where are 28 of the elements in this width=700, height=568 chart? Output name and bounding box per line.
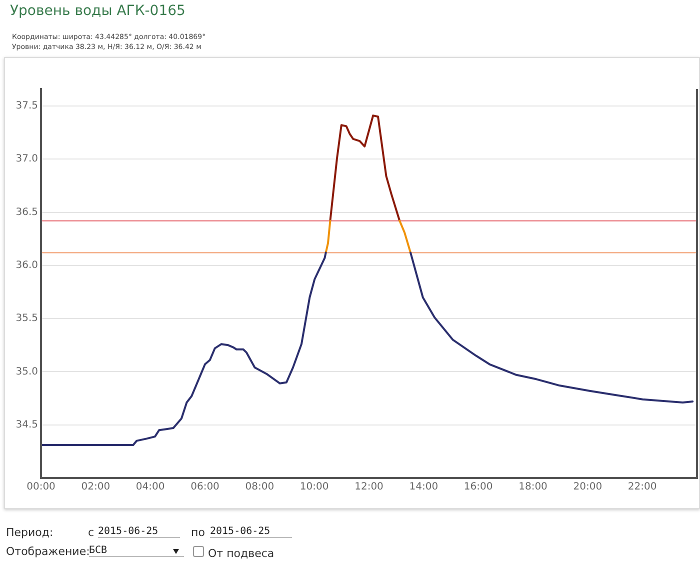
x-tick-label: 22:00 (628, 482, 657, 493)
x-tick-label: 12:00 (354, 482, 384, 493)
text: по (191, 526, 205, 539)
y-tick-label: 36.0 (16, 260, 38, 272)
y-tick-label: 37.0 (16, 154, 38, 165)
x-tick-label: 18:00 (518, 482, 548, 493)
date-field: 2015-06-25 (210, 526, 292, 538)
text: От подвеса (208, 547, 274, 560)
y-tick-label: 34.5 (16, 419, 38, 430)
date-field: 2015-06-25 (98, 526, 180, 538)
x-tick-label: 10:00 (300, 482, 329, 493)
y-tick-label: 35.0 (16, 366, 38, 378)
y-tick-label: 35.5 (16, 313, 38, 324)
x-tick-label: 16:00 (464, 482, 493, 493)
text: Период: (6, 526, 54, 539)
chart-title: Уровень воды АГК-0165 (10, 3, 186, 19)
dropdown-field: БСВ (89, 545, 184, 557)
x-tick-label: 20:00 (573, 482, 602, 493)
x-tick-label: 00:00 (26, 482, 56, 493)
x-tick-label: 08:00 (245, 482, 274, 493)
text: Отображение: (6, 545, 90, 558)
text: с (88, 526, 94, 539)
x-tick-label: 04:00 (136, 482, 165, 493)
x-tick-label: 02:00 (81, 482, 110, 493)
x-tick-label: 14:00 (409, 482, 438, 493)
y-tick-label: 36.5 (16, 206, 38, 218)
y-tick-label: 37.5 (16, 100, 38, 112)
x-tick-label: 06:00 (190, 482, 220, 493)
